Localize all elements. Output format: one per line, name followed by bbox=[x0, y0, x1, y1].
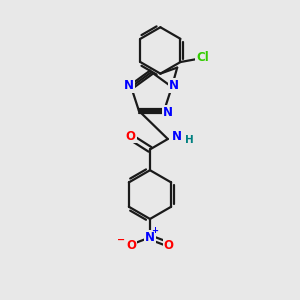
Text: −: − bbox=[117, 235, 125, 245]
Text: H: H bbox=[185, 135, 194, 145]
Text: +: + bbox=[151, 226, 158, 235]
Text: N: N bbox=[169, 79, 179, 92]
Text: N: N bbox=[145, 231, 155, 244]
Text: O: O bbox=[126, 130, 136, 142]
Text: N: N bbox=[172, 130, 182, 143]
Text: O: O bbox=[164, 239, 174, 252]
Text: Cl: Cl bbox=[196, 51, 209, 64]
Text: N: N bbox=[124, 79, 134, 92]
Text: N: N bbox=[163, 106, 172, 119]
Text: O: O bbox=[126, 239, 136, 252]
